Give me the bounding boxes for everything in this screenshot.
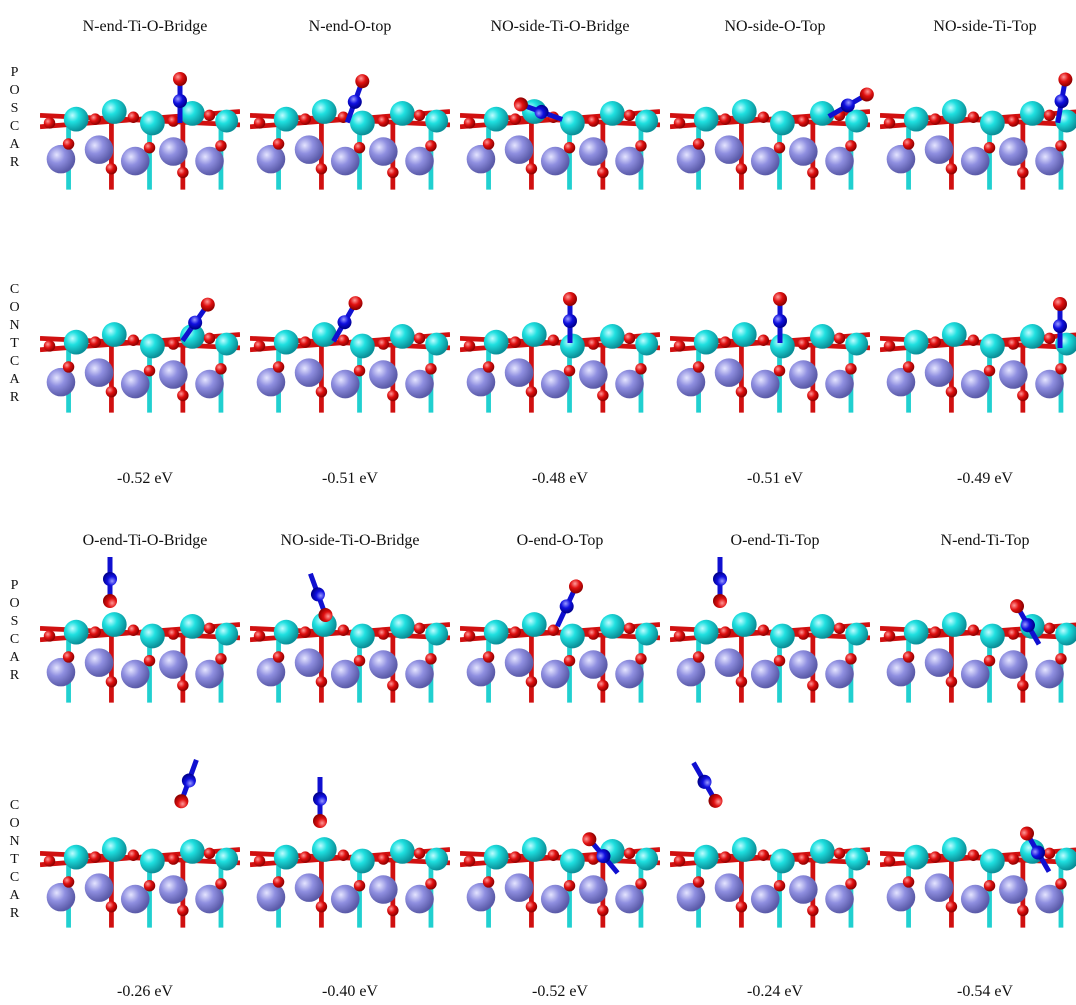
energy-label: -0.52 eV [40,470,250,488]
structure-grid [40,71,1076,927]
figure: N-end-Ti-O-BridgeN-end-O-topNO-side-Ti-O… [0,0,1076,1005]
column-title: O-end-Ti-O-Bridge [40,532,250,550]
row-label: POSCAR [6,65,22,173]
column-title: N-end-Ti-Top [880,532,1076,550]
energy-label: -0.49 eV [880,470,1076,488]
row-label: POSCAR [6,578,22,686]
column-title: N-end-O-top [245,18,455,36]
energy-label: -0.48 eV [455,470,665,488]
column-title: NO-side-O-Top [670,18,880,36]
column-title: NO-side-Ti-O-Bridge [455,18,665,36]
column-title: O-end-Ti-Top [670,532,880,550]
energy-label: -0.24 eV [670,983,880,1001]
column-title: O-end-O-Top [455,532,665,550]
energy-label: -0.40 eV [245,983,455,1001]
energy-label: -0.26 eV [40,983,250,1001]
row-label: CONTCAR [6,282,22,408]
column-title: NO-side-Ti-Top [880,18,1076,36]
energy-label: -0.51 eV [245,470,455,488]
column-title: N-end-Ti-O-Bridge [40,18,250,36]
energy-label: -0.51 eV [670,470,880,488]
column-title: NO-side-Ti-O-Bridge [245,532,455,550]
row-label: CONTCAR [6,798,22,924]
energy-label: -0.52 eV [455,983,665,1001]
energy-label: -0.54 eV [880,983,1076,1001]
structures [0,0,1076,1005]
